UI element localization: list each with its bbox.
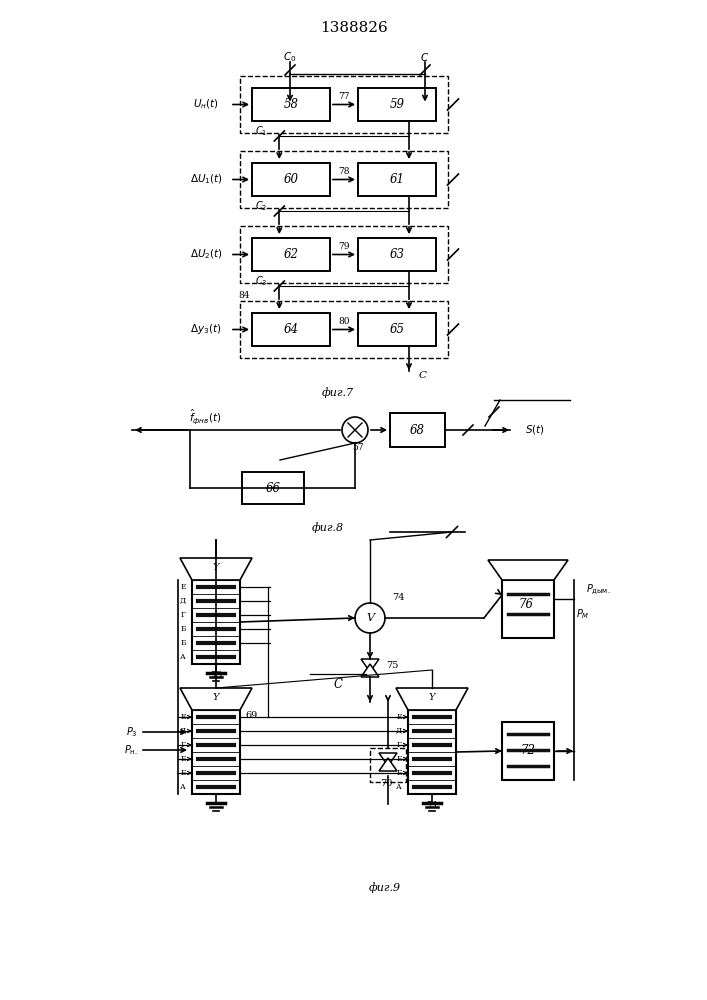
Text: 62: 62 xyxy=(284,248,298,261)
Bar xyxy=(408,710,456,794)
Text: $\hat{f}_{фнв}(t)$: $\hat{f}_{фнв}(t)$ xyxy=(189,408,221,426)
Bar xyxy=(240,226,448,283)
Text: Г: Г xyxy=(181,741,186,749)
Text: 59: 59 xyxy=(390,98,404,111)
Text: C: C xyxy=(334,678,342,690)
Text: 74: 74 xyxy=(392,593,404,602)
Text: Е: Е xyxy=(180,583,186,591)
Bar xyxy=(240,301,448,358)
Bar xyxy=(242,472,304,504)
Bar xyxy=(390,413,445,447)
Text: 71: 71 xyxy=(426,802,438,810)
Text: Д: Д xyxy=(396,727,402,735)
Text: 66: 66 xyxy=(266,482,281,494)
Bar xyxy=(358,88,436,121)
Text: Д: Д xyxy=(180,597,186,605)
Text: 70: 70 xyxy=(380,780,392,788)
Polygon shape xyxy=(180,688,252,710)
Text: 65: 65 xyxy=(390,323,404,336)
Text: Б: Б xyxy=(180,769,186,777)
Text: 57: 57 xyxy=(352,444,364,452)
Bar xyxy=(502,722,554,780)
Text: Y: Y xyxy=(213,694,219,702)
Text: $C_2$: $C_2$ xyxy=(255,199,267,213)
Text: 77: 77 xyxy=(338,92,350,101)
Text: Д: Д xyxy=(180,727,186,735)
Text: 84: 84 xyxy=(238,290,250,300)
Bar xyxy=(502,580,554,638)
Text: 58: 58 xyxy=(284,98,298,111)
Text: Б: Б xyxy=(397,755,402,763)
Text: $P_3$: $P_3$ xyxy=(127,725,138,739)
Polygon shape xyxy=(379,753,397,766)
Text: C: C xyxy=(419,371,427,380)
Text: $P_M$: $P_M$ xyxy=(576,607,590,621)
Text: Г: Г xyxy=(181,611,186,619)
Bar xyxy=(192,580,240,664)
Text: $\Delta U_1(t)$: $\Delta U_1(t)$ xyxy=(189,173,223,186)
Text: 73: 73 xyxy=(210,672,222,680)
Text: Y: Y xyxy=(213,564,219,572)
Text: А: А xyxy=(396,783,402,791)
Bar xyxy=(252,88,330,121)
Text: Б: Б xyxy=(180,755,186,763)
Text: 76: 76 xyxy=(518,597,534,610)
Text: фиг.7: фиг.7 xyxy=(322,388,354,398)
Text: 68: 68 xyxy=(409,424,424,436)
Polygon shape xyxy=(361,664,379,677)
Text: фиг.8: фиг.8 xyxy=(312,523,344,533)
Polygon shape xyxy=(396,688,468,710)
Text: $\Delta y_3(t)$: $\Delta y_3(t)$ xyxy=(190,322,222,336)
Bar xyxy=(358,238,436,271)
Text: 78: 78 xyxy=(338,167,350,176)
Text: 61: 61 xyxy=(390,173,404,186)
Text: 1388826: 1388826 xyxy=(320,21,388,35)
Text: А: А xyxy=(180,783,186,791)
Text: $C_1$: $C_1$ xyxy=(255,124,267,138)
Polygon shape xyxy=(488,560,568,580)
Text: $P_{\rm н.}$: $P_{\rm н.}$ xyxy=(124,743,138,757)
Text: 64: 64 xyxy=(284,323,298,336)
Text: 75: 75 xyxy=(386,662,398,670)
Text: $C$: $C$ xyxy=(421,51,430,63)
Text: 69: 69 xyxy=(245,710,257,720)
Bar xyxy=(252,238,330,271)
Text: $C_0$: $C_0$ xyxy=(284,50,297,64)
Text: Г: Г xyxy=(397,741,402,749)
Text: $C_3$: $C_3$ xyxy=(255,274,267,288)
Text: $S(t)$: $S(t)$ xyxy=(525,422,545,436)
Text: А: А xyxy=(180,653,186,661)
Text: Б: Б xyxy=(180,639,186,647)
Bar xyxy=(240,76,448,133)
Bar xyxy=(252,313,330,346)
Bar xyxy=(192,710,240,794)
Bar xyxy=(358,163,436,196)
Text: 60: 60 xyxy=(284,173,298,186)
Polygon shape xyxy=(180,558,252,580)
Bar xyxy=(358,313,436,346)
Bar xyxy=(252,163,330,196)
Polygon shape xyxy=(361,659,379,672)
Text: $\Delta U_2(t)$: $\Delta U_2(t)$ xyxy=(189,248,223,261)
Text: 72: 72 xyxy=(520,744,535,758)
Text: 63: 63 xyxy=(390,248,404,261)
Text: Б: Б xyxy=(397,769,402,777)
Text: фиг.9: фиг.9 xyxy=(369,883,401,893)
Text: $P_{\rm дым.}$: $P_{\rm дым.}$ xyxy=(586,583,611,597)
Bar xyxy=(370,748,406,782)
Text: 79: 79 xyxy=(338,242,350,251)
Text: $U_н(t)$: $U_н(t)$ xyxy=(193,98,219,111)
Polygon shape xyxy=(379,758,397,771)
Text: Е: Е xyxy=(397,713,402,721)
Text: Б: Б xyxy=(180,625,186,633)
Text: Y: Y xyxy=(428,694,436,702)
Bar xyxy=(240,151,448,208)
Text: V: V xyxy=(366,613,374,623)
Text: Е: Е xyxy=(180,713,186,721)
Text: 80: 80 xyxy=(338,317,350,326)
